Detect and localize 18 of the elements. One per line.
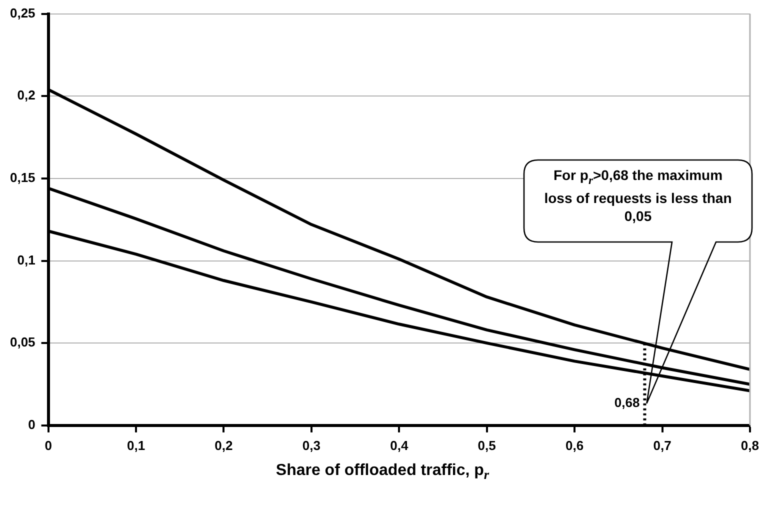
x-tick-label: 0,6 <box>566 438 584 453</box>
x-tick-label: 0,1 <box>126 438 146 453</box>
x-axis-title: Share of offloaded traffic, p$_{r}$ <box>274 462 490 484</box>
x-tick-label: 0,7 <box>653 438 672 453</box>
x-tick-label: 0,5 <box>478 438 496 453</box>
y-tick-label: 0 <box>28 416 36 432</box>
y-tick-label: 0,15 <box>10 170 36 186</box>
x-tick-label: 0,4 <box>390 438 409 453</box>
y-tick-label: 0,1 <box>17 252 36 268</box>
x-tick-label: 0,8 <box>740 438 760 453</box>
y-tick-label: 0,05 <box>10 334 36 350</box>
y-tick-label: 0,25 <box>10 5 36 20</box>
ref-line-label: 0,68 <box>614 394 640 410</box>
annotation: For p$_{r}$>0,68 the maximum loss of requests is less than 0,05 <box>543 166 733 226</box>
y-tick-label: 0,2 <box>17 88 36 103</box>
x-tick-label: 0,3 <box>302 438 320 453</box>
x-tick-label: 0,2 <box>214 438 233 453</box>
x-tick-label: 0 <box>44 438 52 453</box>
